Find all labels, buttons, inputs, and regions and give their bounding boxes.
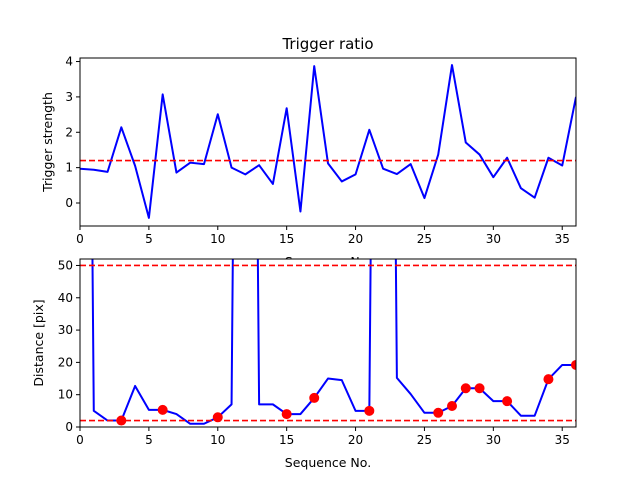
data-layer: [80, 64, 576, 219]
marker-point: [502, 396, 513, 407]
marker-point: [474, 383, 485, 394]
x-tick-label: 35: [555, 232, 570, 246]
chart-title: Trigger ratio: [281, 35, 373, 53]
axes-frame: [79, 258, 577, 428]
y-tick-label: 10: [58, 388, 73, 402]
marker-point: [212, 412, 223, 423]
marker-point: [157, 404, 168, 415]
y-tick-label: 30: [58, 323, 73, 337]
y-axis-label: Distance [pix]: [31, 299, 46, 386]
y-tick-label: 20: [58, 355, 73, 369]
x-tick-label: 5: [145, 232, 153, 246]
x-tick-label: 20: [348, 433, 363, 447]
x-tick-label: 15: [279, 433, 294, 447]
x-tick-label: 30: [486, 232, 501, 246]
marker-point: [433, 407, 444, 418]
y-tick-label: 0: [65, 420, 73, 434]
y-tick-label: 1: [65, 161, 73, 175]
y-tick-label: 40: [58, 291, 73, 305]
x-tick-label: 35: [555, 433, 570, 447]
x-axis-label: Sequence No.: [285, 455, 371, 470]
x-tick-label: 0: [76, 433, 84, 447]
marker-point: [447, 401, 457, 411]
x-tick-label: 10: [210, 433, 225, 447]
axes-frame: [79, 57, 577, 227]
distance-plot: 0 5 10 15 20 25 30 35 0 10 20 30 40 50 Sequence No. Dis…: [31, 258, 577, 470]
marker-point: [364, 405, 375, 416]
marker-point: [460, 383, 471, 394]
x-tick-label: 20: [348, 232, 363, 246]
x-tick-label: 10: [210, 232, 225, 246]
axes-background: [80, 259, 576, 427]
y-tick-label: 2: [65, 125, 73, 139]
x-tick-label: 15: [279, 232, 294, 246]
y-axis-label: Trigger strength: [40, 92, 55, 193]
marker-point: [281, 409, 292, 420]
data-layer: [80, 259, 576, 426]
y-tick-label: 50: [58, 258, 73, 272]
x-tick-label: 0: [76, 232, 84, 246]
x-tick-label: 25: [417, 232, 432, 246]
marker-point: [309, 392, 320, 403]
y-tick-label: 4: [65, 55, 73, 69]
x-tick-label: 30: [486, 433, 501, 447]
y-tick-label: 3: [65, 90, 73, 104]
y-tick-label: 0: [65, 196, 73, 210]
x-tick-label: 25: [417, 433, 432, 447]
x-tick-label: 5: [145, 433, 153, 447]
marker-point: [543, 374, 554, 385]
series-line: [80, 64, 576, 219]
marker-point: [571, 359, 576, 370]
